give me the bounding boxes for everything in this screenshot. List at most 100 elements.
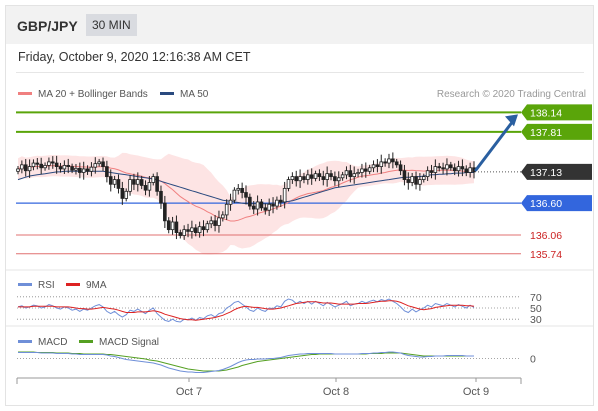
candle [166,217,171,234]
candle [429,164,434,179]
candle-body-down [54,162,59,167]
candle [460,159,465,177]
candle-body-down [143,185,148,191]
candle-body-up [209,220,214,225]
candle-body-down [394,161,399,166]
legend-swatch-ma50 [160,92,174,95]
candle-body-up [217,217,221,226]
support-tag-2: 135.74 [530,249,562,261]
candle-body-down [39,163,43,169]
candle [97,158,101,167]
candle [352,166,357,184]
candle-body-up [89,166,94,172]
timeframe-badge[interactable]: 30 MIN [86,14,137,36]
candle-body-up [74,167,78,171]
candle-body-up [20,164,24,170]
candle-body-down [213,220,217,226]
support-tag-2-text: 135.74 [530,249,562,261]
candle-body-down [278,199,283,203]
candle [228,193,233,211]
candle-body-down [163,202,167,222]
candle-body-down [50,161,55,164]
candle [101,157,105,171]
macd-line [18,351,474,373]
candle-body-up [81,168,86,173]
candle [313,170,318,182]
candle-body-down [302,176,306,180]
candle-body-down [391,158,395,163]
support-tag-1: 136.06 [530,230,562,242]
candle-body-down [398,164,403,172]
candle [286,176,291,192]
candle-body-up [221,214,225,219]
rsi-line [17,298,475,323]
candle [78,162,82,179]
candle-body-up [313,173,318,179]
x-tick-label-1: Oct 8 [323,386,349,398]
candle [193,224,198,237]
candle [89,162,94,177]
candle [221,211,225,222]
candle-body-down [329,173,333,178]
candle [190,220,194,239]
candle [410,172,414,187]
candle [333,171,337,186]
candle [387,153,391,169]
candle-body-down [441,167,445,170]
rsi-level-label-50: 50 [530,303,542,315]
candle-body-up [360,168,364,173]
candle [217,210,221,233]
candle [294,170,299,187]
candle [120,181,125,205]
candle [329,170,333,181]
candle-body-down [348,170,353,178]
candle-body-up [356,172,360,175]
candle [128,175,132,196]
candle [50,156,55,169]
price-level-labels: 138.14 137.81 137.13 136.60 136.06 135.74 [521,104,592,261]
candle-body-up [128,179,132,192]
candle-body-up [425,170,430,178]
candle [418,173,422,191]
candle [124,188,129,202]
candle-body-down [414,176,418,185]
chart-header: GBP/JPY 30 MIN [6,6,593,44]
candle-body-up [336,177,341,182]
candle-body-up [267,203,271,211]
candle-body-up [286,179,291,189]
candle-body-up [93,163,98,168]
candle-body-up [290,176,295,180]
candle [47,157,51,170]
candle-body-up [468,167,472,173]
candle [433,159,438,180]
candle-body-down [437,166,442,169]
candle [205,220,210,233]
rsi-legend: RSI 9MA [18,280,107,291]
candle [174,215,179,240]
current-price-tag: 137.13 [521,163,592,180]
x-tick-label-2: Oct 9 [463,386,489,398]
candle-body-down [251,205,256,210]
target-arrow-shaft [474,120,514,172]
macd-zero-label: 0 [530,354,536,366]
candle-body-up [344,170,349,176]
candle [159,185,163,209]
candle-body-down [406,179,411,183]
candle [321,170,326,186]
candle [425,166,430,181]
legend-swatch-macd [18,340,32,343]
candle-body-down [294,176,299,182]
candle [363,162,368,178]
candle [232,187,237,204]
candle-body-up [31,162,36,167]
candle-body-down [193,227,198,233]
candle-body-down [66,165,71,167]
candle [27,159,32,178]
candle [437,162,442,172]
candle-body-down [460,166,465,170]
candle-body-up [433,166,438,173]
legend-swatch-ma20 [18,92,32,95]
header-divider [16,72,584,73]
candle-body-up [367,167,372,172]
candle-body-up [182,229,186,236]
